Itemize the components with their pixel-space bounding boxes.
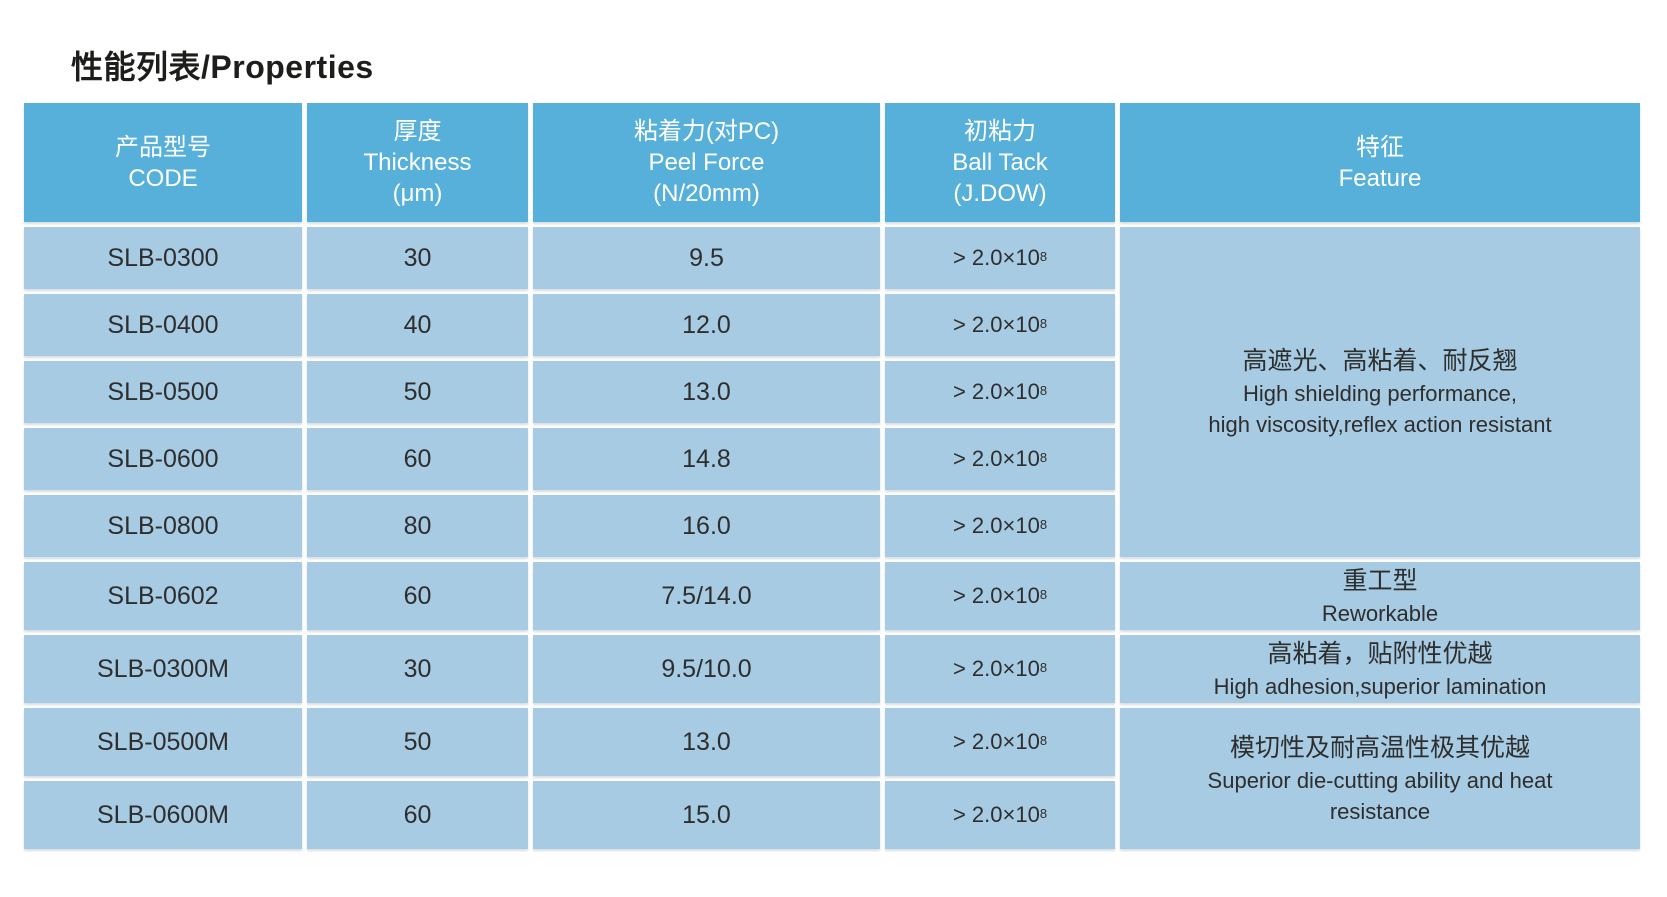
header-cell-peel-force: 粘着力(对PC) Peel Force (N/20mm): [533, 103, 880, 222]
code-cell: SLB-0600M: [24, 781, 302, 849]
code-cell: SLB-0500: [24, 361, 302, 423]
header-cell-code: 产品型号 CODE: [24, 103, 302, 222]
ball-tack-cell: > 2.0×10 8: [885, 635, 1115, 703]
peel-force-cell: 15.0: [533, 781, 880, 849]
ball-tack-cell: > 2.0×10 8: [885, 294, 1115, 356]
feature-reworkable-zh: 重工型: [1342, 566, 1418, 595]
header-ball-en: Ball Tack: [952, 149, 1048, 176]
header-cell-feature: 特征 Feature: [1120, 103, 1640, 222]
feature-adhesion-zh: 高粘着，贴附性优越: [1267, 639, 1493, 668]
peel-force-cell: 9.5/10.0: [533, 635, 880, 703]
code-cell: SLB-0300: [24, 227, 302, 289]
header-code-en: CODE: [128, 164, 198, 192]
header-cell-ball-tack: 初粘力 Ball Tack (J.DOW): [885, 103, 1115, 222]
feature-shielding-zh: 高遮光、高粘着、耐反翘: [1242, 347, 1518, 375]
header-thickness-zh: 厚度: [393, 118, 442, 145]
ball-tack-cell: > 2.0×10 8: [885, 708, 1115, 776]
ball-tack-cell: > 2.0×10 8: [885, 428, 1115, 490]
ball-tack-cell: > 2.0×10 8: [885, 361, 1115, 423]
thickness-cell: 50: [307, 361, 528, 423]
thickness-cell: 40: [307, 294, 528, 356]
feature-die-cutting-en2: resistance: [1329, 798, 1431, 824]
ball-tack-cell: > 2.0×10 8: [885, 495, 1115, 557]
thickness-cell: 60: [307, 428, 528, 490]
header-peel-zh: 粘着力(对PC): [633, 118, 780, 145]
peel-force-cell: 9.5: [533, 227, 880, 289]
code-cell: SLB-0800: [24, 495, 302, 557]
feature-cell-adhesion: 高粘着，贴附性优越 High adhesion,superior laminat…: [1120, 635, 1640, 703]
header-peel-en: Peel Force: [648, 149, 765, 176]
thickness-cell: 30: [307, 635, 528, 703]
feature-die-cutting-zh: 模切性及耐高温性极其优越: [1229, 733, 1530, 762]
header-ball-unit: (J.DOW): [953, 180, 1047, 207]
feature-cell-reworkable: 重工型 Reworkable: [1120, 562, 1640, 630]
ball-tack-cell: > 2.0×10 8: [885, 781, 1115, 849]
thickness-cell: 80: [307, 495, 528, 557]
code-cell: SLB-0300M: [24, 635, 302, 703]
feature-shielding-en2: high viscosity,reflex action resistant: [1208, 412, 1552, 437]
feature-die-cutting-en1: Superior die-cutting ability and heat: [1207, 767, 1553, 793]
code-cell: SLB-0500M: [24, 708, 302, 776]
peel-force-cell: 14.8: [533, 428, 880, 490]
peel-force-cell: 16.0: [533, 495, 880, 557]
feature-shielding-en1: High shielding performance,: [1243, 381, 1517, 406]
thickness-cell: 60: [307, 781, 528, 849]
properties-table: 产品型号 CODE 厚度 Thickness (μm) 粘着力(对PC) Pee…: [24, 103, 1640, 849]
header-feature-en: Feature: [1338, 164, 1422, 192]
header-cell-thickness: 厚度 Thickness (μm): [307, 103, 528, 222]
peel-force-cell: 13.0: [533, 708, 880, 776]
feature-reworkable-en1: Reworkable: [1321, 600, 1439, 626]
header-feature-zh: 特征: [1356, 133, 1404, 161]
peel-force-cell: 7.5/14.0: [533, 562, 880, 630]
header-ball-zh: 初粘力: [963, 118, 1036, 145]
thickness-cell: 50: [307, 708, 528, 776]
thickness-cell: 30: [307, 227, 528, 289]
code-cell: SLB-0600: [24, 428, 302, 490]
code-cell: SLB-0400: [24, 294, 302, 356]
feature-cell-shielding: 高遮光、高粘着、耐反翘 High shielding performance, …: [1120, 227, 1640, 557]
header-code-zh: 产品型号: [115, 133, 211, 161]
peel-force-cell: 12.0: [533, 294, 880, 356]
page-title: 性能列表/Properties: [71, 49, 374, 85]
ball-tack-cell: > 2.0×10 8: [885, 227, 1115, 289]
header-thickness-unit: (μm): [392, 180, 443, 207]
header-thickness-en: Thickness: [363, 149, 472, 176]
ball-tack-cell: > 2.0×10 8: [885, 562, 1115, 630]
feature-cell-die-cutting: 模切性及耐高温性极其优越 Superior die-cutting abilit…: [1120, 708, 1640, 849]
feature-adhesion-en1: High adhesion,superior lamination: [1213, 673, 1547, 699]
header-peel-unit: (N/20mm): [653, 180, 760, 207]
peel-force-cell: 13.0: [533, 361, 880, 423]
thickness-cell: 60: [307, 562, 528, 630]
code-cell: SLB-0602: [24, 562, 302, 630]
